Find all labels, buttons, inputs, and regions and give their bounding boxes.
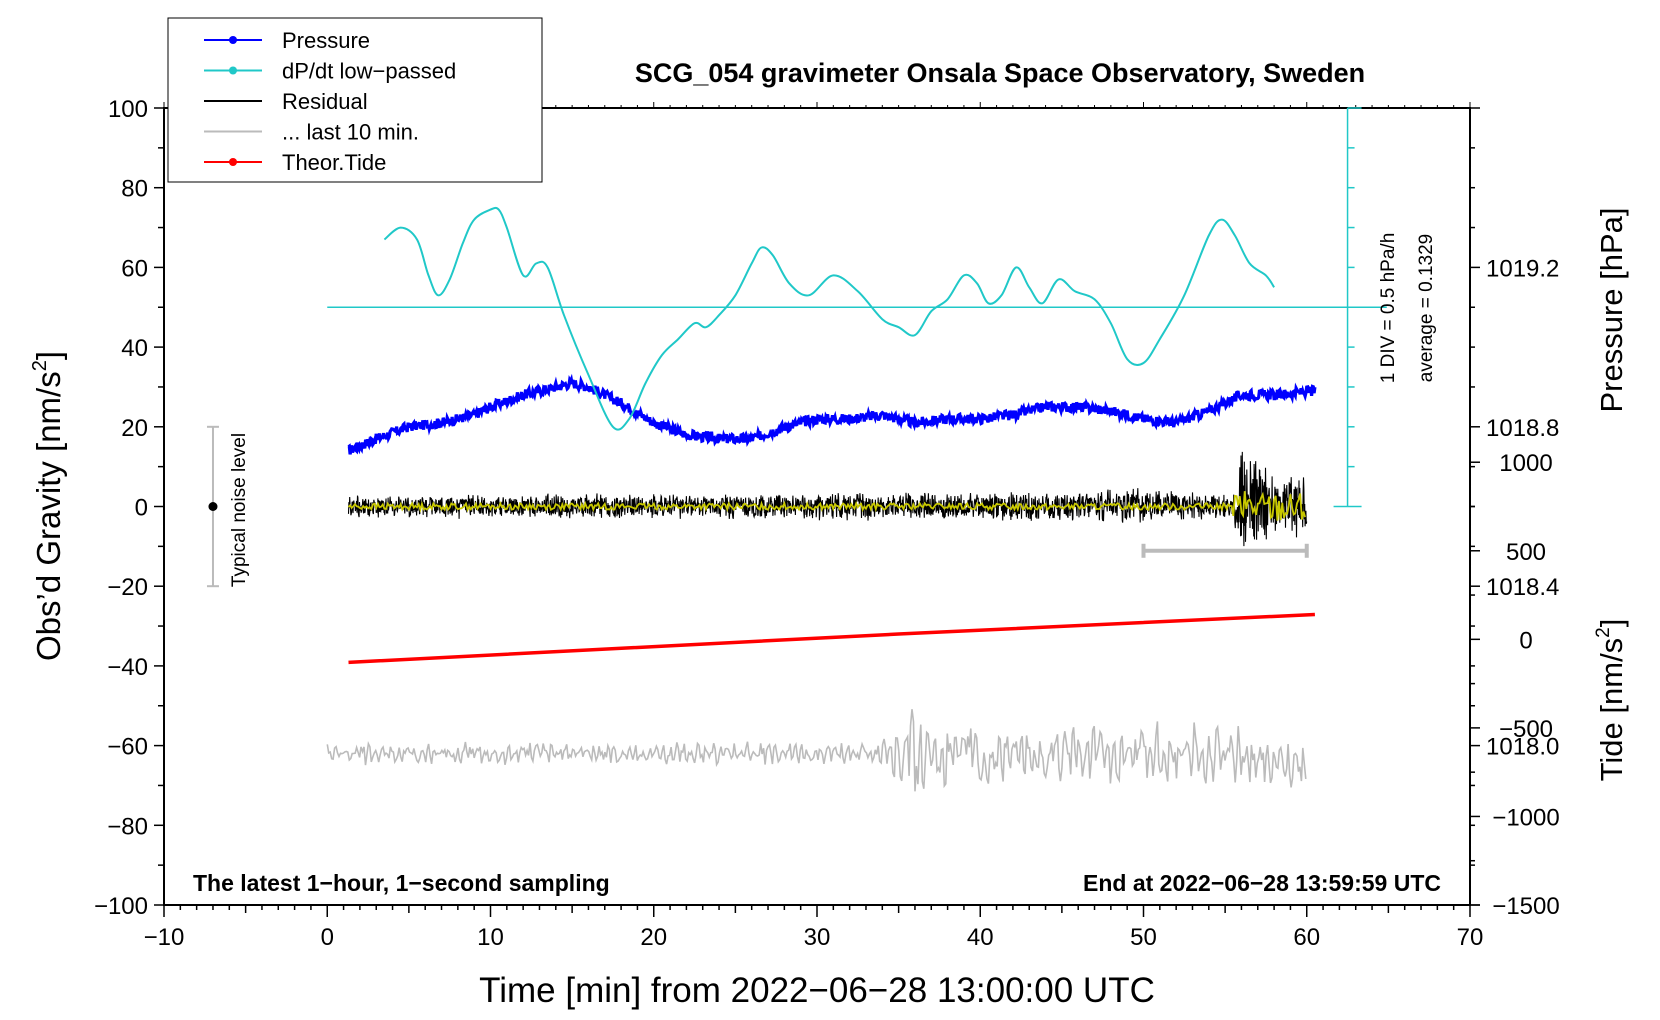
chart-title: SCG_054 gravimeter Onsala Space Observat… (635, 58, 1365, 88)
x-tick-label: 20 (640, 924, 667, 951)
series-residual-smoothed (347, 491, 1306, 521)
legend-swatch-marker (229, 36, 237, 44)
series-last-10-min (326, 709, 1307, 792)
legend-item: Pressure (204, 28, 370, 53)
y-axis-ticks: 100 80 60 40 20 0 −20 −40 −60 −80 −100 (94, 96, 164, 920)
tide-axis-label-sup: 2 (1593, 627, 1614, 638)
series-lines (326, 206, 1317, 792)
y-axis-label-end: ] (30, 351, 67, 360)
y-axis-label-sup: 2 (29, 360, 51, 371)
series-dp-dt-low-passed (383, 206, 1275, 431)
x-tick-label: 70 (1457, 924, 1484, 951)
dpdt-average-label: average = 0.1329 (1416, 234, 1437, 382)
legend: Pressure dP/dt low−passed Residual ... last… (167, 17, 543, 183)
pressure-axis-ticks: 1019.2 1018.8 1018.4 1018.0 (1470, 107, 1559, 906)
y-axis-label-main: Obs’d Gravity [nm/s (30, 371, 67, 661)
x-axis-ticks: −10 0 10 20 30 40 50 60 70 (144, 102, 1484, 951)
legend-items: Pressure dP/dt low−passed Residual ... last… (204, 28, 456, 175)
legend-label: Pressure (282, 28, 370, 53)
y-axis-label-left: Obs’d Gravity [nm/s2] (29, 351, 67, 661)
tide-axis-label-main: Tide [nm/s (1594, 638, 1629, 782)
noise-level-label: Typical noise level (229, 433, 250, 587)
tide-tick-label: −1000 (1492, 804, 1559, 831)
legend-item: ... last 10 min. (204, 120, 419, 145)
legend-item: Residual (204, 89, 368, 114)
footer-right-note: End at 2022−06−28 13:59:59 UTC (1083, 870, 1441, 896)
tide-tick-label: 1000 (1499, 450, 1552, 477)
series-residual (347, 451, 1308, 547)
x-tick-label: 10 (477, 924, 504, 951)
x-tick-label: 50 (1130, 924, 1157, 951)
tide-tick-label: −500 (1499, 716, 1553, 743)
pressure-tick-label: 1018.8 (1486, 415, 1559, 442)
legend-label: dP/dt low−passed (282, 59, 456, 84)
pressure-tick-label: 1019.2 (1486, 255, 1559, 282)
legend-label: Residual (282, 89, 368, 114)
tide-axis-label-end: ] (1594, 619, 1629, 628)
series-pressure (347, 373, 1317, 455)
legend-label: Theor.Tide (282, 150, 386, 175)
legend-item: dP/dt low−passed (204, 59, 456, 84)
y-tick-label: −80 (107, 813, 148, 840)
dpdt-scale-label: 1 DIV = 0.5 hPa/h (1378, 233, 1399, 384)
tide-tick-label: 500 (1506, 539, 1546, 566)
tide-axis-ticks: 1000 500 0 −500 −1000 −1500 (1470, 450, 1560, 920)
x-tick-label: 40 (967, 924, 994, 951)
y-tick-label: 100 (108, 96, 148, 123)
y-tick-label: 80 (121, 176, 148, 203)
y-tick-label: −20 (107, 574, 148, 601)
x-tick-label: 0 (321, 924, 334, 951)
series-theor-tide (348, 612, 1315, 665)
pressure-tick-label: 1018.0 (1486, 734, 1559, 761)
legend-label: ... last 10 min. (282, 120, 419, 145)
x-tick-label: 60 (1293, 924, 1320, 951)
pressure-tick-label: 1018.4 (1486, 574, 1559, 601)
y-tick-label: −60 (107, 734, 148, 761)
y-tick-label: 0 (135, 495, 148, 522)
legend-swatch-marker (229, 66, 237, 75)
y-tick-label: −100 (94, 893, 148, 920)
y-tick-label: 60 (121, 255, 148, 282)
y-tick-label: 20 (121, 415, 148, 442)
x-tick-label: 30 (804, 924, 831, 951)
x-axis-label: Time [min] from 2022−06−28 13:00:00 UTC (479, 971, 1155, 1010)
tide-axis-label: Tide [nm/s2] (1593, 619, 1629, 782)
legend-item: Theor.Tide (204, 150, 386, 175)
footer-left-note: The latest 1−hour, 1−second sampling (193, 870, 610, 896)
tide-tick-label: −1500 (1492, 893, 1559, 920)
legend-swatch-marker (229, 158, 237, 166)
y-tick-label: 40 (121, 335, 148, 362)
pressure-axis-label: Pressure [hPa] (1594, 207, 1629, 412)
tide-tick-label: 0 (1519, 627, 1532, 654)
chart-overlays (206, 107, 1387, 588)
y-tick-label: −40 (107, 654, 148, 681)
x-tick-label: −10 (144, 924, 185, 951)
noise-bar-center-dot (208, 502, 218, 511)
